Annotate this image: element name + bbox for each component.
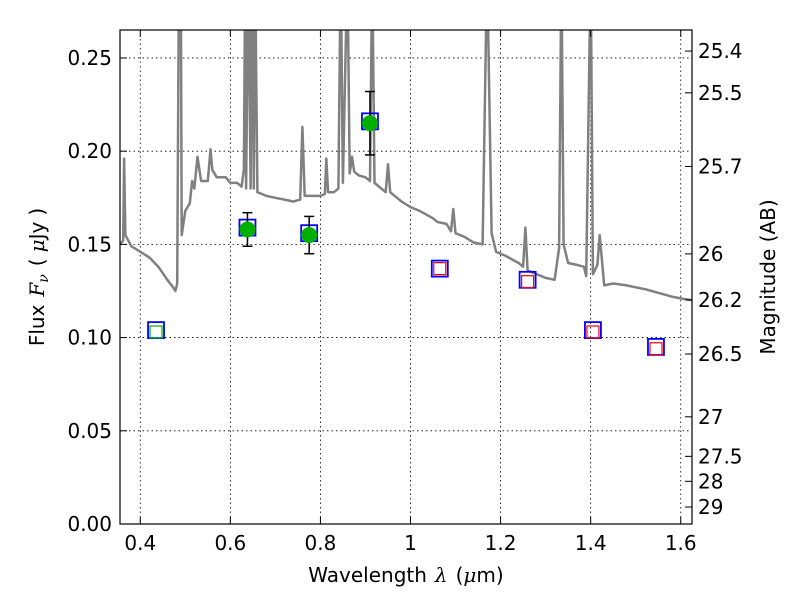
y-tick-label: 0.20: [67, 139, 112, 163]
model-flux-square: [586, 325, 600, 339]
mag-tick-label: 25.4: [698, 39, 743, 63]
model-spectrum-line: [120, 30, 692, 302]
x-tick-label: 1.2: [485, 531, 517, 555]
x-tick-label: 0.4: [124, 531, 156, 555]
y-tick-label: 0.10: [67, 326, 112, 350]
observed-flux-point: [301, 227, 318, 244]
y-tick-label: 0.05: [67, 419, 112, 443]
x-tick-label: 1.6: [665, 531, 697, 555]
spectrum-layer: [120, 30, 692, 302]
mag-tick-label: 26.2: [698, 288, 743, 312]
plot-frame: [119, 29, 693, 525]
model-flux-square: [149, 325, 163, 339]
model-flux-square: [649, 342, 663, 356]
right-axis-label: Magnitude (AB): [756, 199, 780, 354]
x-tick-label: 0.6: [214, 531, 246, 555]
observed-flux-point: [239, 221, 256, 238]
mag-tick-label: 28: [698, 469, 723, 493]
model-flux-square: [433, 262, 447, 276]
mag-tick-label: 27: [698, 405, 723, 429]
mag-tick-label: 27.5: [698, 444, 743, 468]
y-tick-label: 0.15: [67, 232, 112, 256]
x-tick-label: 1.4: [575, 531, 607, 555]
mag-tick-label: 29: [698, 495, 723, 519]
filter-square-marker: [430, 259, 449, 278]
mag-tick-label: 25.7: [698, 154, 743, 178]
y-tick-label: 0.25: [67, 46, 112, 70]
mag-tick-label: 26.5: [698, 342, 743, 366]
mag-tick-label: 26: [698, 242, 723, 266]
observed-flux-point: [361, 115, 378, 132]
ticks-layer: 0.4 0.6 0.8 1 1.2 1.4 1.6 0.00 0.05 0.10 0.15 0.20 0…: [67, 30, 743, 555]
x-tick-label: 1: [404, 531, 417, 555]
y-axis-label: FluxFν(μJy): [25, 208, 52, 346]
x-axis-label: Wavelength λ (μm): [308, 563, 503, 587]
plot-area: [120, 30, 692, 524]
x-tick-label: 0.8: [305, 531, 337, 555]
markers-layer: [147, 90, 665, 356]
model-flux-square: [521, 275, 535, 289]
mag-tick-label: 25.5: [698, 81, 743, 105]
y-tick-label: 0.00: [67, 512, 112, 536]
